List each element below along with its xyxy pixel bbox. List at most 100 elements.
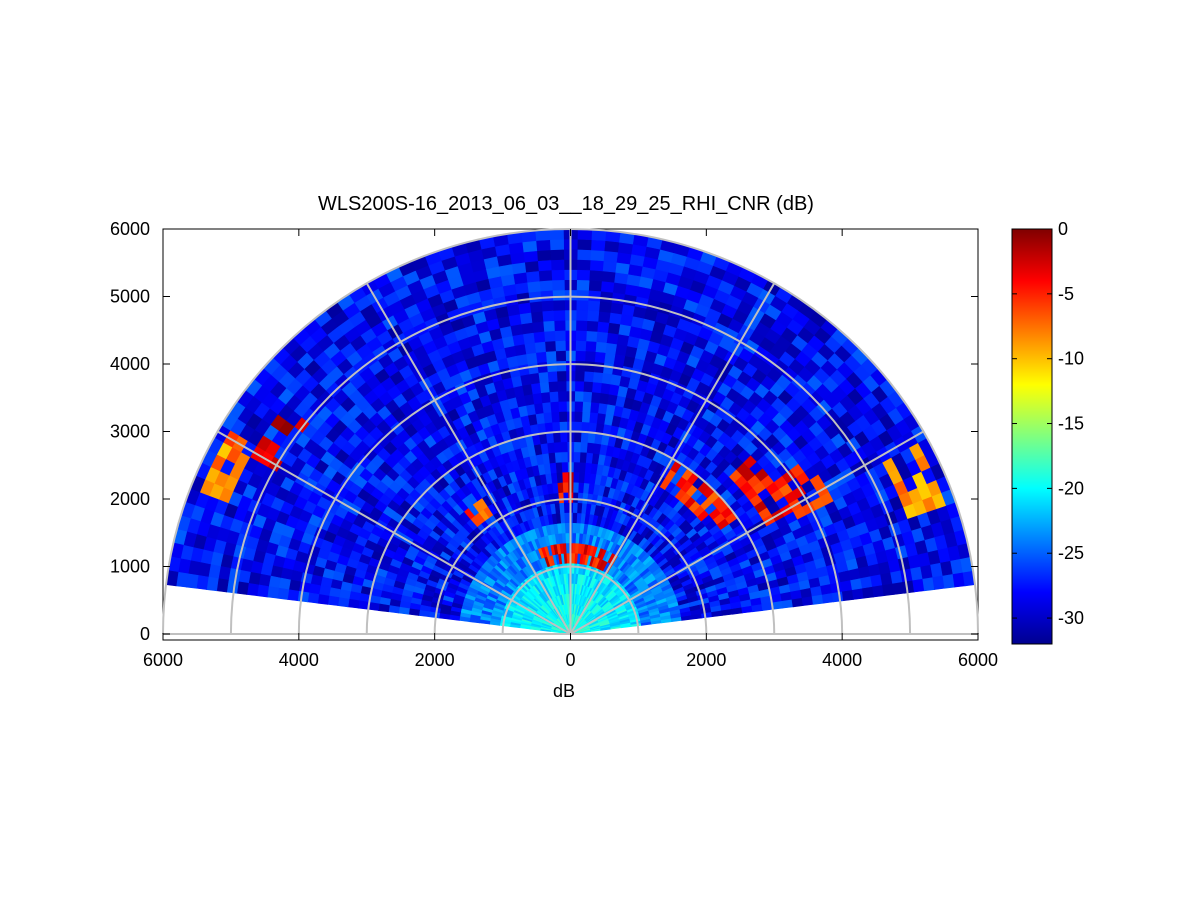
y-tick-label: 4000 [110,354,150,374]
radar-cell [540,391,551,404]
radar-cell [589,259,604,272]
radar-cell [599,290,614,303]
radar-cell [882,582,895,597]
radar-cell [541,310,555,322]
colorbar-bar [1011,228,1053,645]
radar-cell [540,299,554,312]
x-tick-label: 4000 [279,650,319,670]
radar-cell [851,587,865,600]
x-tick-label: 6000 [143,650,183,670]
radar-cell [552,299,566,311]
radar-cell [596,412,606,425]
radar-cell [576,502,583,514]
radar-cell [575,329,587,342]
radar-cell [574,390,584,402]
radar-cell [529,300,543,313]
radar-cell [606,332,619,345]
radar-cell [576,279,590,291]
radar-cell [539,289,554,302]
x-axis-label: dB [553,681,575,701]
radar-cell [266,586,280,599]
colorbar-ticks: 0 -5 -10 -15 -20 -25 -30 [1012,219,1084,628]
radar-cell [573,421,583,433]
radar-cell [571,532,577,544]
radar-cell [571,542,576,554]
radar-cell [544,340,556,352]
radar-cell [558,421,568,433]
radar-cell [562,481,569,493]
elevation-spoke [365,282,572,635]
radar-cell [583,370,594,383]
radar-cell [520,322,534,335]
radar-cell [555,350,567,362]
radar-cell [560,441,568,453]
radar-cell [216,578,229,593]
radar-cell [549,401,560,413]
radar-cell [573,441,581,453]
radar-cell [560,451,568,463]
radar-cell [580,421,590,433]
radar-cell [574,350,586,362]
radar-cell [589,249,605,262]
radar-cell [594,351,606,364]
radar-cell [276,587,290,600]
radar-cell [609,302,624,315]
radar-cell [585,340,597,352]
radar-cell [547,370,558,383]
x-tick-label: 2000 [415,650,455,670]
radar-cell [861,586,875,599]
radar-cell [522,332,535,345]
radar-cell [549,238,565,251]
radar-cell [522,250,538,263]
radar-cell [546,360,557,373]
elevation-spoke [570,430,924,635]
radar-cell [579,451,587,463]
radar-cell [378,603,390,613]
radar-cell [553,441,562,453]
radar-cell [535,239,551,252]
radar-cell [307,592,320,604]
radar-cell [556,380,567,392]
radar-cell [598,300,612,313]
radar-cell [288,579,301,592]
radar-cell [572,491,579,503]
radar-cell [525,270,540,283]
radar-cell [603,352,616,365]
elevation-spoke [217,430,571,635]
radar-cell [548,390,559,403]
radar-cell [575,340,587,352]
x-tick-label: 4000 [822,650,862,670]
radar-cell [519,312,533,325]
radar-cell [550,269,565,281]
radar-cell [571,522,577,534]
colorbar: 0 -5 -10 -15 -20 -25 -30 [1011,219,1084,645]
radar-cell [287,589,300,602]
radar-cell [577,481,585,494]
radar-cell [543,330,556,342]
radar-cell [608,312,622,325]
radar-cell [576,259,591,271]
radar-cell [534,341,546,353]
radar-cell [585,330,598,342]
radar-cell [593,361,605,374]
radar-cell [537,371,549,384]
radar-cell [587,299,601,312]
radar-cell [598,392,610,405]
radar-cell [588,411,599,424]
radar-cell [902,579,915,594]
radar-cell [327,595,340,606]
x-tick-label: 2000 [686,650,726,670]
radar-cell [589,401,600,414]
radar-cell [574,360,586,372]
radar-cell [535,351,547,364]
colorbar-tick-label: -25 [1058,543,1084,563]
radar-cell [599,382,611,395]
radar-cell [597,402,608,415]
radar-cell [576,248,592,261]
radar-cell [256,584,269,598]
radar-cell [524,260,539,273]
x-tick-label: 6000 [958,650,998,670]
radar-cell [576,238,592,251]
radar-cell [246,582,259,597]
